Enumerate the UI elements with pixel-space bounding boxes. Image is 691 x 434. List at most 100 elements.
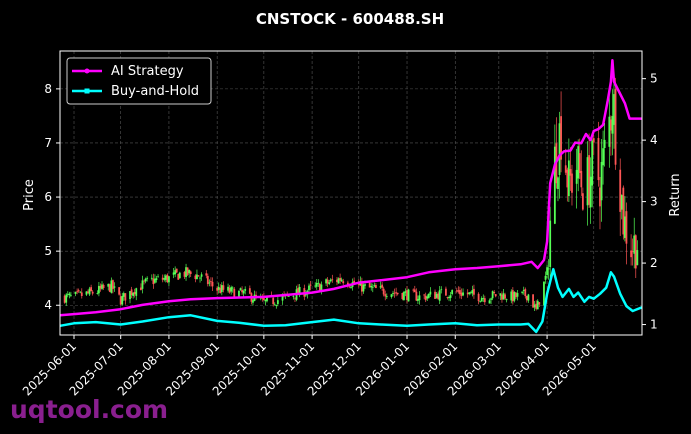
candle-body — [619, 169, 622, 212]
candle-body — [577, 146, 580, 179]
candle-body — [228, 287, 231, 293]
candle-body — [609, 119, 612, 131]
candle-body — [543, 281, 545, 306]
candle-body — [395, 292, 398, 294]
candle-body — [429, 291, 432, 295]
candle-body — [426, 296, 429, 299]
candle-body — [392, 293, 394, 294]
candle-body — [462, 292, 464, 296]
candle-body — [368, 282, 371, 288]
candle-body — [434, 291, 436, 299]
candle-body — [544, 275, 547, 280]
candle-body — [511, 290, 514, 302]
candle-body — [130, 289, 133, 296]
y2-axis-label: Return — [668, 173, 683, 216]
candle-body — [168, 276, 170, 283]
y-axis-ticks: 4 5 6 7 8 — [44, 82, 60, 312]
candle-body — [588, 155, 590, 205]
candle-body — [304, 293, 307, 296]
candle-body — [586, 157, 589, 206]
candle-body — [66, 294, 69, 296]
candle-body — [318, 283, 321, 292]
candle-body — [326, 279, 329, 284]
candle-body — [488, 300, 491, 304]
candle-body — [499, 293, 502, 296]
y2-tick-label: 5 — [650, 72, 658, 86]
candle-body — [163, 278, 166, 280]
candle-body — [164, 275, 167, 280]
candle-body — [102, 284, 105, 289]
candle-body — [449, 295, 452, 298]
candle-body — [217, 286, 220, 290]
candle-body — [460, 292, 463, 296]
candle-body — [124, 293, 127, 301]
candle-body — [325, 279, 328, 284]
candle-body — [427, 293, 430, 298]
candle-body — [581, 193, 584, 210]
candle-body — [483, 298, 486, 303]
candle-body — [437, 293, 440, 300]
candle-body — [350, 287, 352, 288]
candle-body — [362, 284, 365, 292]
candle-body — [516, 293, 519, 297]
candle-body — [85, 291, 88, 295]
candle-body — [404, 291, 407, 293]
candle-body — [634, 235, 637, 269]
candle-body — [482, 298, 485, 299]
candle-body — [292, 296, 295, 297]
candle-body — [174, 270, 177, 275]
candle-body — [219, 287, 222, 294]
candle-body — [407, 289, 410, 302]
candle-body — [281, 295, 284, 301]
candle-body — [533, 304, 536, 308]
candle-body — [248, 288, 251, 294]
candle-body — [445, 288, 447, 296]
candle-body — [315, 282, 318, 287]
candle-body — [566, 169, 569, 188]
y-tick-label: 7 — [44, 136, 52, 150]
candle-body — [154, 278, 156, 283]
candle-body — [108, 284, 111, 292]
candle-body — [546, 267, 548, 275]
candle-body — [446, 297, 449, 298]
candle-body — [113, 286, 116, 288]
candle-body — [403, 292, 405, 301]
candle-body — [623, 216, 626, 238]
candle-body — [502, 293, 505, 300]
candle-body — [272, 297, 275, 305]
candle-body — [536, 300, 539, 310]
candle-body — [611, 116, 614, 134]
watermark-text: uqtool.com — [10, 395, 168, 424]
candle-body — [491, 291, 494, 299]
candle-body — [80, 292, 83, 297]
candle-body — [161, 277, 164, 280]
candle-body — [424, 295, 427, 301]
candle-body — [205, 273, 208, 276]
candle-body — [68, 293, 71, 296]
candle-body — [208, 282, 211, 284]
series-lines — [59, 58, 643, 334]
candle-body — [557, 177, 559, 189]
candle-body — [379, 286, 382, 288]
legend-box — [66, 57, 212, 105]
candle-body — [157, 276, 159, 278]
candle-body — [413, 289, 416, 293]
candle-body — [220, 285, 223, 292]
candle-body — [183, 272, 186, 277]
candle-body — [608, 116, 611, 147]
candle-body — [216, 287, 219, 291]
candle-body — [118, 287, 121, 295]
y2-tick-label: 3 — [650, 195, 658, 209]
buy-and-hold-line — [59, 267, 643, 334]
candle-body — [418, 295, 421, 301]
y-tick-label: 4 — [44, 298, 52, 312]
candle-body — [186, 267, 189, 275]
candle-body — [390, 294, 393, 297]
y2-tick-label: 2 — [650, 256, 658, 270]
candle-body — [233, 288, 236, 298]
candle-body — [451, 290, 454, 295]
candle-body — [558, 123, 561, 176]
candle-body — [560, 116, 562, 160]
candle-body — [636, 250, 639, 266]
